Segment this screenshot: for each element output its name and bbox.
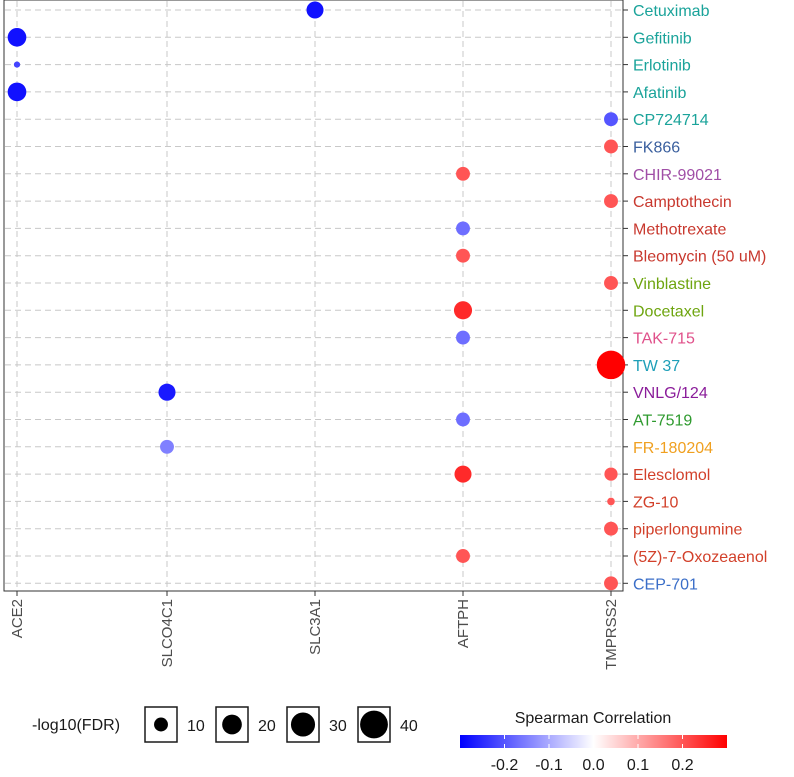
point-tmprss2-cep-701 [604,576,618,591]
point-tmprss2-piperlongumine [604,521,618,536]
y-tick-label-vnlg-124: VNLG/124 [633,385,708,402]
plot-panel [3,0,624,592]
y-tick-label-5z-7-oxozeaenol: (5Z)-7-Oxozeaenol [633,549,767,566]
x-tick-label-tmprss2: TMPRSS2 [603,599,620,670]
grid-lines [5,1,622,590]
size-legend: -log10(FDR) 10 20 30 40 [32,706,418,743]
y-tick-label-at-7519: AT-7519 [633,413,692,430]
size-key-label: 20 [258,718,276,735]
y-tick-label-tw-37: TW 37 [633,358,680,375]
x-tick-label-aftph: AFTPH [455,599,472,648]
y-tick-label-fk866: FK866 [633,140,680,157]
y-tick-label-vinblastine: Vinblastine [633,276,711,293]
y-tick-label-gefitinib: Gefitinib [633,30,692,47]
point-aftph-elesclomol [454,465,472,483]
y-tick-label-chir-99021: CHIR-99021 [633,167,722,184]
size-key-dot [154,717,168,732]
color-tick-label: -0.2 [491,757,519,774]
point-ace2-gefitinib [7,27,27,47]
y-axis: Cetuximab Gefitinib Erlotinib Afatinib CP724… [623,3,767,593]
y-tick-label-erlotinib: Erlotinib [633,58,691,75]
y-tick-label-fr-180204: FR-180204 [633,440,713,457]
point-tmprss2-fk866 [604,139,618,154]
y-tick-label-bleomycin-50-um: Bleomycin (50 uM) [633,249,766,266]
size-key-dot [222,714,242,735]
y-tick-label-zg-10: ZG-10 [633,494,678,511]
color-tick-label: -0.1 [535,757,563,774]
size-key-label: 10 [187,718,205,735]
point-tmprss2-tw-37 [596,350,626,380]
point-slco4c1-vnlg-124 [158,383,176,401]
size-legend-title: -log10(FDR) [32,717,120,734]
data-points [7,1,626,591]
point-aftph-docetaxel [453,301,473,320]
point-aftph-methotrexate [456,221,470,236]
size-key-label: 40 [400,718,418,735]
color-legend-title: Spearman Correlation [515,710,672,727]
point-tmprss2-elesclomol [604,467,618,481]
y-tick-label-tak-715: TAK-715 [633,331,695,348]
point-aftph-chir-99021 [456,166,470,181]
x-tick-label-slco4c1: SLCO4C1 [159,599,176,667]
color-tick-label: 0.1 [627,757,649,774]
point-slco4c1-fr-180204 [160,439,174,454]
point-ace2-erlotinib [13,61,21,68]
point-tmprss2-zg-10 [607,497,615,506]
color-tick-label: 0.2 [671,757,693,774]
color-gradient-bar [460,735,727,748]
y-tick-label-piperlongumine: piperlongumine [633,522,743,539]
y-tick-label-methotrexate: Methotrexate [633,221,726,238]
point-aftph-at-7519 [456,412,470,427]
point-ace2-afatinib [7,82,27,102]
point-tmprss2-camptothecin [604,194,618,209]
y-tick-label-camptothecin: Camptothecin [633,194,732,211]
size-key-dot [360,710,388,739]
x-tick-label-slc3a1: SLC3A1 [307,599,324,655]
y-tick-label-afatinib: Afatinib [633,85,686,102]
point-aftph-5z-7-oxozeaenol [456,549,470,563]
size-key-dot [290,712,316,737]
y-tick-label-docetaxel: Docetaxel [633,303,704,320]
color-legend: Spearman Correlation -0.2 -0.1 0.0 0.1 0.2 [460,710,727,774]
point-aftph-tak-715 [456,330,470,345]
point-slc3a1-cetuximab [306,1,324,19]
size-key-label: 30 [329,718,347,735]
y-tick-label-cep-701: CEP-701 [633,576,698,593]
x-tick-label-ace2: ACE2 [9,599,26,638]
point-tmprss2-vinblastine [604,276,618,290]
color-tick-label: 0.0 [582,757,604,774]
y-tick-label-cp724714: CP724714 [633,112,709,129]
x-axis: ACE2 SLCO4C1 SLC3A1 AFTPH TMPRSS2 [9,591,620,670]
point-tmprss2-cp724714 [604,112,618,127]
point-aftph-bleomycin-50-um [456,248,470,263]
y-tick-label-cetuximab: Cetuximab [633,3,710,20]
y-tick-label-elesclomol: Elesclomol [633,467,710,484]
